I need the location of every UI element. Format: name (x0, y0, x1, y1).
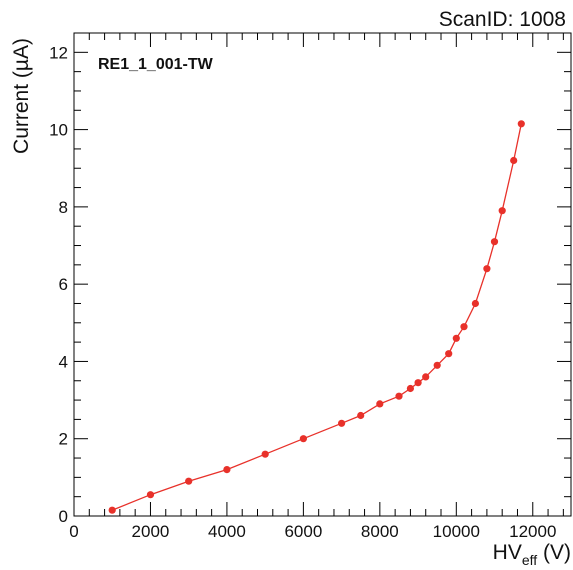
data-point (108, 506, 116, 514)
y-tick-label: 0 (59, 507, 68, 526)
data-point (261, 450, 269, 458)
y-tick-label: 4 (59, 352, 68, 371)
data-point (452, 334, 460, 342)
x-tick-label: 12000 (509, 522, 556, 541)
data-point (471, 299, 479, 308)
chamber-label: RE1_1_001-TW (98, 56, 214, 73)
data-point (498, 207, 506, 215)
data-point (483, 265, 491, 273)
plot-frame (73, 32, 572, 517)
data-point (422, 373, 430, 381)
axis-tick-labels: 0 2000 4000 6000 8000 10000 12000 0 2 4 6 8 10 12 (49, 43, 556, 541)
x-tick-label: 2000 (132, 522, 170, 541)
data-point (376, 400, 384, 408)
y-tick-label: 8 (59, 198, 68, 217)
x-tick-label: 0 (69, 522, 78, 541)
data-point (338, 419, 346, 427)
x-tick-label: 8000 (361, 522, 399, 541)
y-axis-title: Current (µA) (10, 38, 33, 154)
data-series (108, 120, 525, 514)
y-tick-label: 12 (49, 43, 68, 62)
data-point (146, 491, 155, 499)
x-axis-title-subscript: eff (522, 552, 537, 568)
y-tick-label: 6 (59, 275, 68, 294)
data-point (510, 156, 518, 165)
data-point (299, 435, 307, 443)
data-point (414, 379, 422, 387)
x-axis-title-unit: (V) (537, 541, 571, 564)
scan-id-label: ScanID: 1008 (439, 8, 566, 31)
data-point (445, 350, 453, 358)
y-tick-label: 2 (59, 430, 68, 449)
data-point (223, 466, 231, 474)
data-point (185, 477, 193, 485)
x-tick-label: 6000 (284, 522, 322, 541)
data-point (490, 238, 499, 246)
data-point (357, 411, 365, 420)
x-tick-label: 10000 (433, 522, 480, 541)
data-point (395, 392, 403, 400)
x-axis-title-main: HV (493, 541, 522, 564)
axis-ticks (73, 32, 571, 517)
x-tick-label: 4000 (208, 522, 246, 541)
y-tick-label: 10 (49, 121, 68, 140)
data-point (433, 361, 441, 369)
series-line (111, 123, 522, 511)
data-point (406, 384, 414, 393)
x-axis-title: HVeff (V) (493, 541, 571, 568)
data-point (460, 323, 468, 331)
data-point (517, 120, 525, 128)
